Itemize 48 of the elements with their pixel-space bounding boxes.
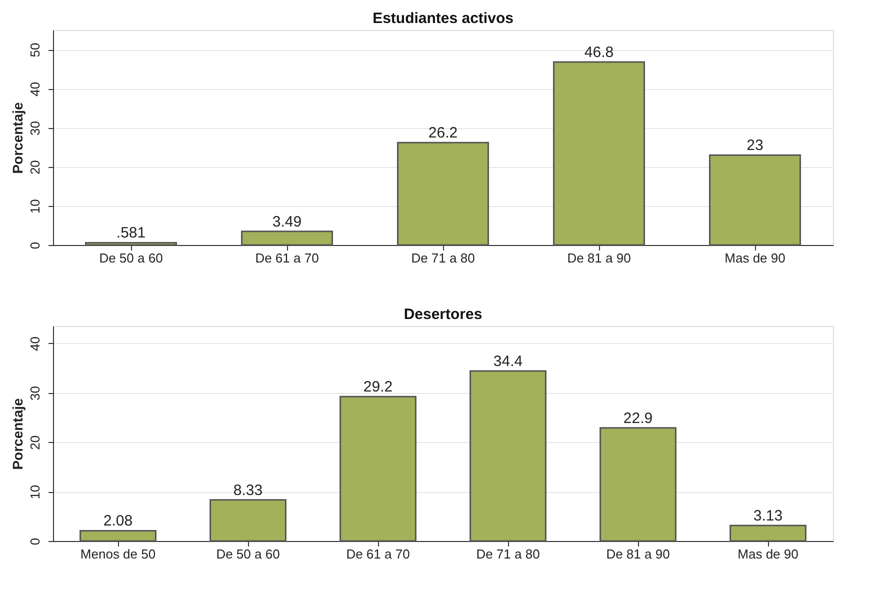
bar [470, 370, 546, 542]
bar [397, 142, 489, 246]
x-tick-label: De 71 a 80 [476, 546, 540, 562]
y-tick-label: 50 [28, 42, 42, 58]
data-label: 22.9 [623, 410, 653, 427]
x-tick-label: De 61 a 70 [346, 546, 410, 562]
x-tick-label: De 81 a 90 [567, 250, 631, 266]
bar [80, 530, 156, 542]
chart-title: Desertores [404, 306, 482, 323]
y-tick-label: 10 [28, 199, 42, 214]
y-tick-label: 20 [28, 435, 42, 450]
data-label: 2.08 [103, 512, 133, 530]
x-tick-label: De 81 a 90 [606, 546, 670, 562]
bar [600, 427, 676, 542]
y-axis-title: Porcentaje [10, 102, 26, 174]
x-tick-label: Mas de 90 [738, 546, 798, 562]
y-tick-label: 0 [28, 538, 42, 546]
data-label: .581 [116, 224, 146, 242]
y-tick-label: 40 [28, 82, 42, 96]
y-tick-label: 0 [28, 242, 42, 250]
data-label: 34.4 [493, 352, 523, 370]
bar [709, 154, 801, 246]
data-label: 26.2 [428, 124, 458, 142]
x-tick-label: De 50 a 60 [216, 546, 280, 562]
bar [340, 396, 416, 542]
bar [553, 61, 645, 246]
x-tick-label: De 50 a 60 [99, 250, 163, 266]
x-tick-label: Menos de 50 [80, 546, 156, 562]
chart-title: Estudiantes activos [372, 10, 514, 27]
y-tick-label: 30 [28, 386, 42, 400]
data-label: 29.2 [363, 378, 393, 396]
x-tick-label: De 61 a 70 [255, 250, 319, 266]
data-label: 23 [746, 137, 764, 154]
bar [730, 524, 806, 542]
bar [210, 499, 286, 542]
y-tick-label: 40 [28, 336, 42, 352]
x-tick-label: De 71 a 80 [411, 250, 475, 266]
y-axis-title: Porcentaje [10, 398, 26, 470]
y-tick-label: 30 [28, 120, 42, 136]
x-tick-label: Mas de 90 [724, 250, 786, 266]
bar [241, 230, 333, 246]
data-label: 46.8 [584, 44, 614, 62]
data-label: 3.13 [753, 508, 783, 525]
data-label: 8.33 [233, 482, 263, 499]
y-tick-label: 10 [28, 484, 42, 500]
data-label: 3.49 [272, 213, 302, 230]
bar [85, 242, 177, 246]
y-tick-label: 20 [28, 160, 42, 175]
